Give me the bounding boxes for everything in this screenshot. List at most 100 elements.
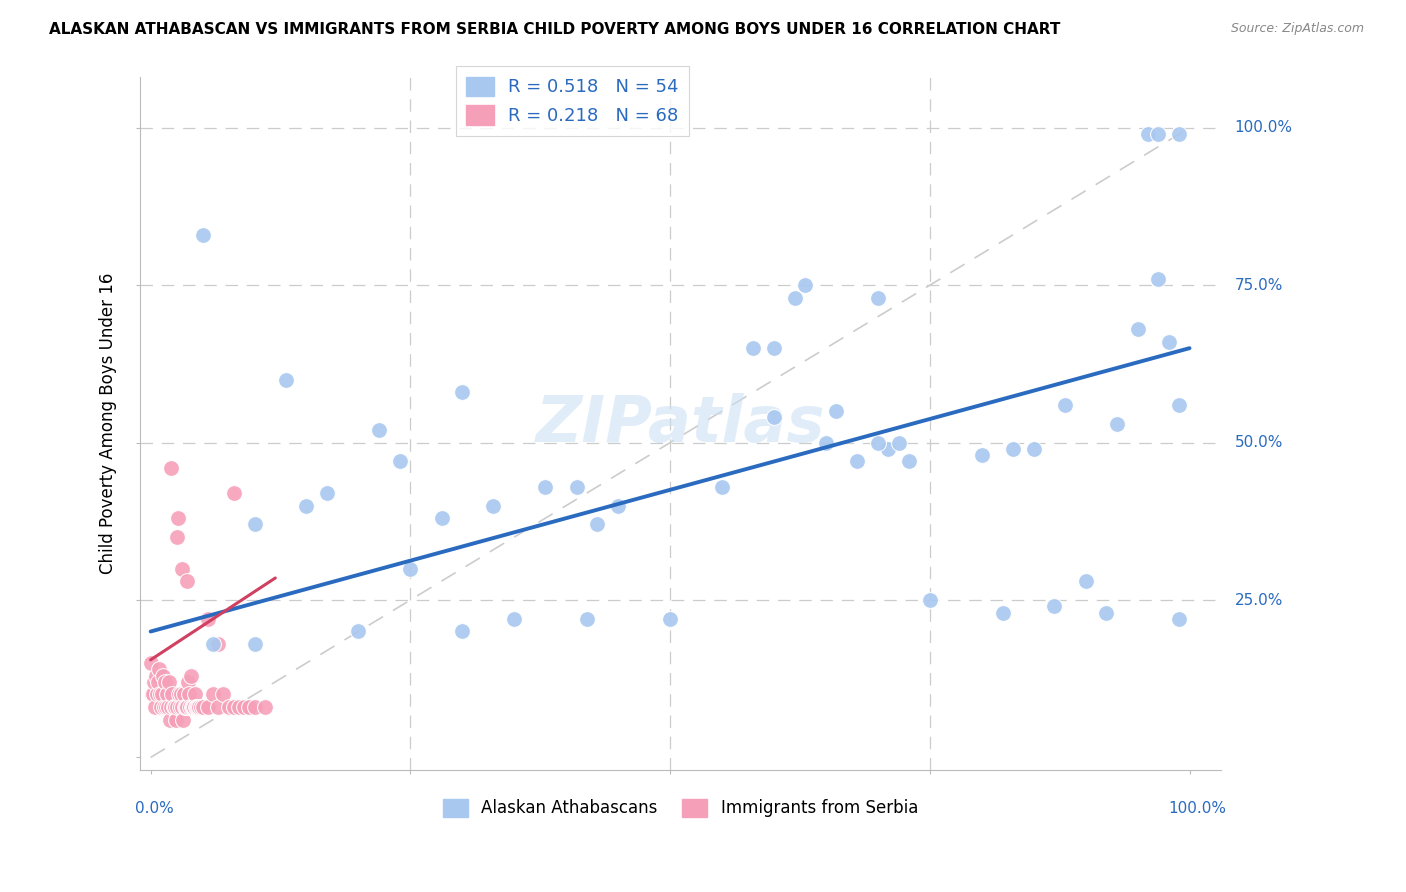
- Point: [157, 700, 180, 714]
- Point: [166, 530, 188, 544]
- Text: 50.0%: 50.0%: [1234, 435, 1282, 450]
- Legend: Alaskan Athabascans, Immigrants from Serbia: Alaskan Athabascans, Immigrants from Ser…: [436, 792, 925, 824]
- Point: [174, 700, 197, 714]
- Point: [1168, 127, 1191, 141]
- Point: [388, 454, 411, 468]
- Point: [173, 688, 195, 702]
- Point: [143, 700, 166, 714]
- Text: 100.0%: 100.0%: [1234, 120, 1292, 136]
- Point: [1147, 272, 1170, 286]
- Point: [1147, 127, 1170, 141]
- Point: [176, 574, 198, 588]
- Point: [169, 700, 191, 714]
- Point: [177, 674, 200, 689]
- Point: [181, 700, 204, 714]
- Point: [149, 688, 172, 702]
- Point: [742, 341, 765, 355]
- Point: [222, 486, 245, 500]
- Point: [183, 700, 205, 714]
- Point: [482, 499, 505, 513]
- Point: [207, 637, 229, 651]
- Point: [794, 278, 817, 293]
- Point: [274, 373, 297, 387]
- Point: [233, 700, 256, 714]
- Point: [201, 637, 224, 651]
- Point: [162, 688, 184, 702]
- Point: [1168, 398, 1191, 412]
- Text: 100.0%: 100.0%: [1168, 801, 1226, 816]
- Point: [174, 700, 197, 714]
- Point: [177, 688, 200, 702]
- Point: [243, 637, 266, 651]
- Point: [586, 517, 609, 532]
- Text: Source: ZipAtlas.com: Source: ZipAtlas.com: [1230, 22, 1364, 36]
- Point: [1168, 612, 1191, 626]
- Point: [187, 700, 209, 714]
- Point: [1105, 417, 1128, 431]
- Point: [166, 511, 188, 525]
- Point: [142, 674, 165, 689]
- Point: [1022, 442, 1045, 456]
- Point: [180, 668, 202, 682]
- Point: [141, 688, 163, 702]
- Point: [170, 561, 193, 575]
- Point: [991, 606, 1014, 620]
- Point: [142, 688, 165, 702]
- Point: [238, 700, 260, 714]
- Point: [1074, 574, 1097, 588]
- Point: [207, 700, 229, 714]
- Point: [184, 688, 207, 702]
- Point: [1053, 398, 1076, 412]
- Point: [228, 700, 250, 714]
- Point: [1043, 599, 1066, 614]
- Point: [218, 700, 240, 714]
- Point: [866, 435, 889, 450]
- Point: [887, 435, 910, 450]
- Point: [295, 499, 318, 513]
- Point: [186, 700, 208, 714]
- Point: [155, 700, 177, 714]
- Text: ALASKAN ATHABASCAN VS IMMIGRANTS FROM SERBIA CHILD POVERTY AMONG BOYS UNDER 16 C: ALASKAN ATHABASCAN VS IMMIGRANTS FROM SE…: [49, 22, 1060, 37]
- Point: [243, 700, 266, 714]
- Point: [181, 700, 204, 714]
- Point: [762, 410, 785, 425]
- Point: [191, 227, 214, 242]
- Point: [898, 454, 921, 468]
- Point: [451, 624, 474, 639]
- Point: [167, 688, 190, 702]
- Point: [155, 674, 177, 689]
- Point: [1001, 442, 1024, 456]
- Point: [783, 291, 806, 305]
- Point: [148, 662, 170, 676]
- Point: [222, 700, 245, 714]
- Point: [970, 448, 993, 462]
- Point: [188, 700, 211, 714]
- Point: [575, 612, 598, 626]
- Point: [157, 674, 180, 689]
- Point: [877, 442, 900, 456]
- Point: [176, 700, 198, 714]
- Point: [191, 700, 214, 714]
- Point: [160, 460, 183, 475]
- Text: 25.0%: 25.0%: [1234, 592, 1282, 607]
- Text: 75.0%: 75.0%: [1234, 277, 1282, 293]
- Point: [711, 480, 734, 494]
- Point: [146, 674, 169, 689]
- Point: [253, 700, 276, 714]
- Point: [918, 593, 941, 607]
- Point: [156, 688, 179, 702]
- Point: [814, 435, 837, 450]
- Point: [146, 688, 169, 702]
- Point: [166, 700, 188, 714]
- Point: [368, 423, 391, 437]
- Point: [659, 612, 682, 626]
- Point: [347, 624, 370, 639]
- Point: [163, 700, 186, 714]
- Point: [152, 668, 174, 682]
- Point: [534, 480, 557, 494]
- Point: [201, 688, 224, 702]
- Point: [145, 668, 167, 682]
- Point: [190, 700, 212, 714]
- Point: [186, 700, 208, 714]
- Text: 0.0%: 0.0%: [135, 801, 173, 816]
